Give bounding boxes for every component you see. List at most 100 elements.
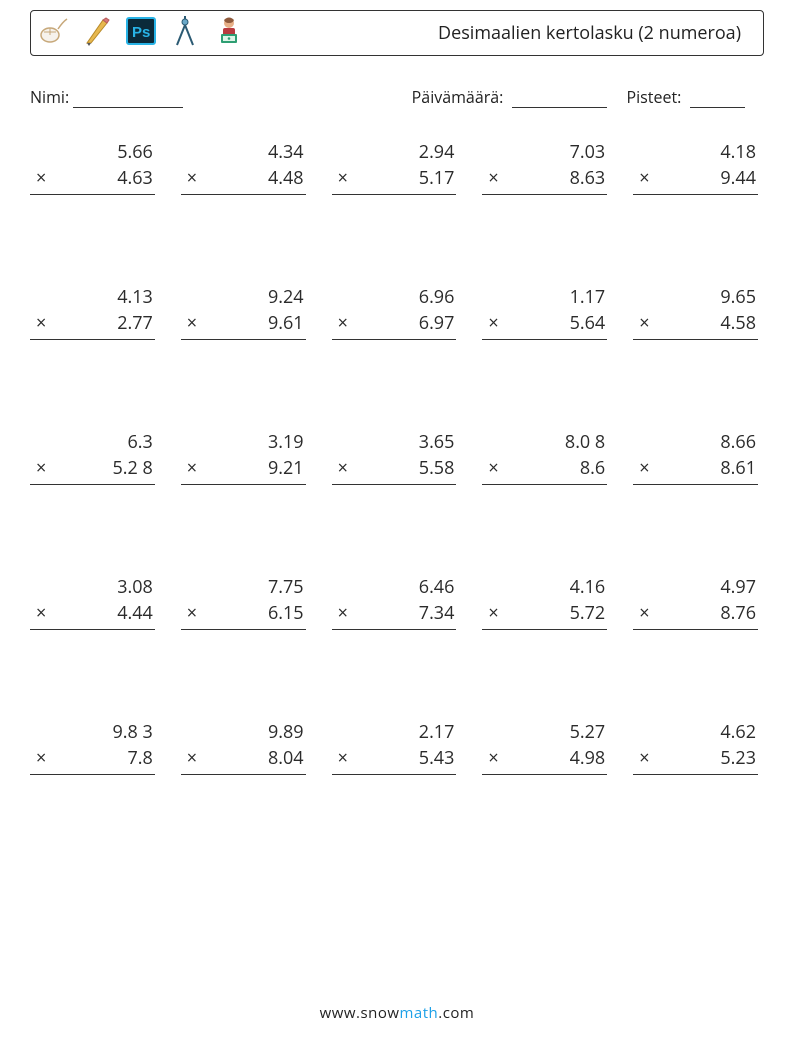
operator: ×	[334, 601, 348, 625]
rule-line	[633, 194, 758, 195]
rule-line	[482, 339, 607, 340]
rule-line	[181, 339, 306, 340]
multiplicand: 4.18	[696, 140, 756, 164]
operator: ×	[183, 456, 197, 480]
problem: 5.66×4.63	[30, 140, 161, 195]
operator: ×	[32, 746, 46, 770]
multiplicand: 7.03	[545, 140, 605, 164]
date-label: Päivämäärä:	[412, 86, 504, 108]
multiplicand: 9.8 3	[93, 720, 153, 744]
rule-line	[633, 774, 758, 775]
multiplicand: 6.46	[394, 575, 454, 599]
rule-line	[482, 484, 607, 485]
operator: ×	[183, 601, 197, 625]
name-blank[interactable]	[73, 89, 183, 108]
multiplicand: 4.34	[244, 140, 304, 164]
operator: ×	[334, 746, 348, 770]
multiplier: 9.21	[244, 456, 304, 480]
score-label: Pisteet:	[627, 86, 682, 108]
multiplicand: 9.89	[244, 720, 304, 744]
multiplicand: 2.17	[394, 720, 454, 744]
score-blank[interactable]	[690, 89, 745, 108]
multiplier: 5.64	[545, 311, 605, 335]
footer: www.snowmath.com	[0, 1003, 794, 1023]
operator: ×	[635, 746, 649, 770]
footer-brand2: math	[399, 1003, 438, 1023]
rule-line	[181, 194, 306, 195]
multiplier: 4.58	[696, 311, 756, 335]
problem: 4.16 × 5.72	[482, 575, 613, 630]
multiplicand: 4.62	[696, 720, 756, 744]
worksheet-header: Ps	[30, 10, 764, 56]
multiplicand: 5.27	[545, 720, 605, 744]
multiplier: 9.61	[244, 311, 304, 335]
photoshop-icon: Ps	[125, 15, 157, 52]
multiplicand: 3.19	[244, 430, 304, 454]
svg-text:Ps: Ps	[132, 24, 150, 41]
problem: 4.62×5.23	[633, 720, 764, 775]
problem: 6.3×5.2 8	[30, 430, 161, 485]
multiplicand: 4.13	[93, 285, 153, 309]
multiplier: 7.8	[93, 746, 153, 770]
multiplier: 8.6	[545, 456, 605, 480]
problem: 2.94×5.17	[332, 140, 463, 195]
operator: ×	[635, 601, 649, 625]
rule-line	[332, 339, 457, 340]
rule-line	[30, 484, 155, 485]
multiplicand: 6.96	[394, 285, 454, 309]
multiplicand: 1.17	[545, 285, 605, 309]
rule-line	[332, 629, 457, 630]
rule-line	[482, 629, 607, 630]
operator: ×	[334, 311, 348, 335]
footer-suffix: .com	[438, 1003, 474, 1023]
multiplier: 5.17	[394, 166, 454, 190]
rule-line	[482, 194, 607, 195]
multiplier: 5.72	[545, 601, 605, 625]
multiplicand: 4.16	[545, 575, 605, 599]
problem: 1.17 × 5.64	[482, 285, 613, 340]
rule-line	[633, 339, 758, 340]
problem: 7.03×8.63	[482, 140, 613, 195]
rule-line	[332, 774, 457, 775]
operator: ×	[635, 166, 649, 190]
problem: 6.46×7.34	[332, 575, 463, 630]
operator: ×	[32, 166, 46, 190]
problem: 2.17 × 5.43	[332, 720, 463, 775]
pencil-icon	[81, 15, 113, 52]
multiplier: 6.15	[244, 601, 304, 625]
rule-line	[181, 774, 306, 775]
problem: 6.96×6.97	[332, 285, 463, 340]
problem: 9.24×9.61	[181, 285, 312, 340]
operator: ×	[635, 311, 649, 335]
problem: 4.34×4.48	[181, 140, 312, 195]
problem: 8.0 8×8.6	[482, 430, 613, 485]
rule-line	[181, 629, 306, 630]
multiplier: 4.98	[545, 746, 605, 770]
operator: ×	[32, 601, 46, 625]
date-blank[interactable]	[512, 89, 607, 108]
multiplicand: 5.66	[93, 140, 153, 164]
multiplier: 8.76	[696, 601, 756, 625]
multiplier: 5.2 8	[93, 456, 153, 480]
operator: ×	[334, 456, 348, 480]
operator: ×	[484, 311, 498, 335]
rule-line	[30, 774, 155, 775]
multiplier: 5.43	[394, 746, 454, 770]
multiplicand: 9.65	[696, 285, 756, 309]
rule-line	[332, 484, 457, 485]
problem: 3.08×4.44	[30, 575, 161, 630]
operator: ×	[484, 746, 498, 770]
multiplicand: 7.75	[244, 575, 304, 599]
problem: 3.65×5.58	[332, 430, 463, 485]
multiplicand: 4.97	[696, 575, 756, 599]
rule-line	[482, 774, 607, 775]
compass-icon	[169, 15, 201, 52]
rule-line	[633, 484, 758, 485]
meta-row: Nimi: Päivämäärä: Pisteet:	[30, 86, 764, 108]
problem: 5.27 × 4.98	[482, 720, 613, 775]
operator: ×	[484, 601, 498, 625]
mouse-icon	[37, 15, 69, 52]
problem: 8.66×8.61	[633, 430, 764, 485]
multiplicand: 3.65	[394, 430, 454, 454]
rule-line	[30, 194, 155, 195]
